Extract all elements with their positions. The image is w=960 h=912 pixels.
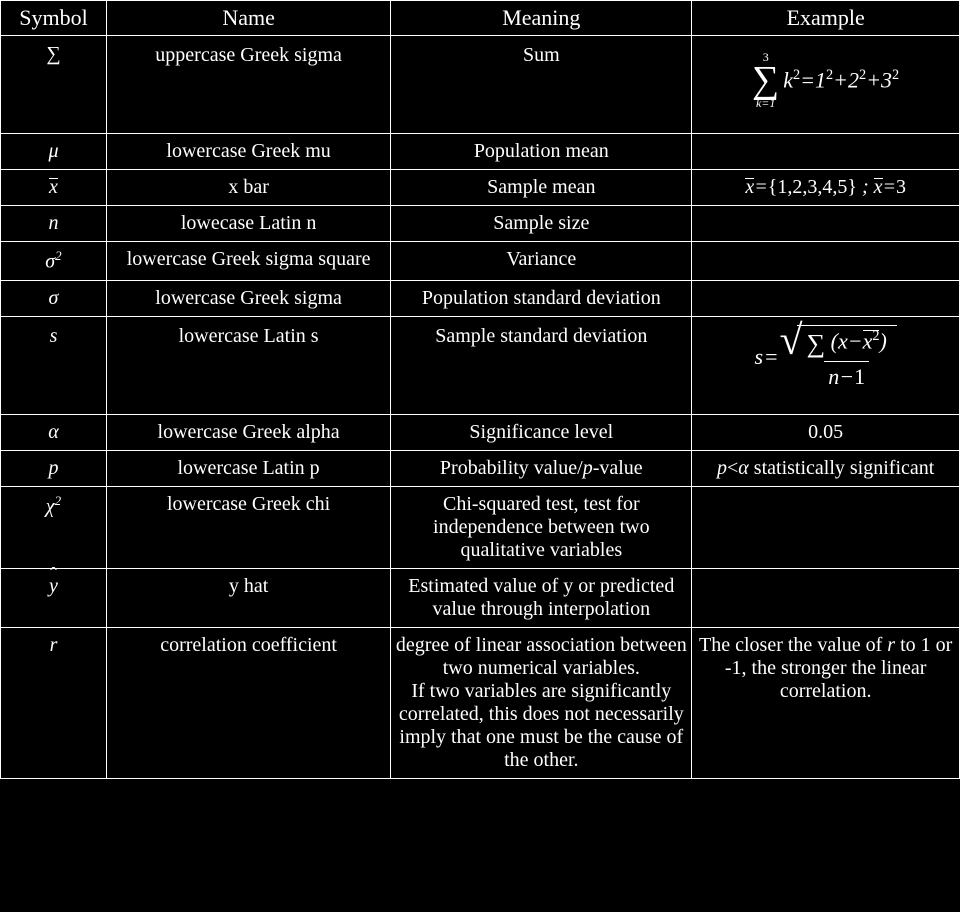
table-row: αlowercase Greek alphaSignificance level… xyxy=(1,415,960,451)
name-cell: lowercase Greek sigma square xyxy=(106,242,390,281)
name-cell: correlation coefficient xyxy=(106,628,390,779)
name-cell: lowercase Latin s xyxy=(106,316,390,415)
table-row: slowercase Latin sSample standard deviat… xyxy=(1,316,960,415)
name-cell: y hat xyxy=(106,569,390,628)
meaning-cell: Sample mean xyxy=(391,170,692,206)
example-cell xyxy=(692,569,960,628)
symbol-cell: s xyxy=(1,316,107,415)
yhat-symbol: y xyxy=(49,575,58,598)
stats-symbols-table: Symbol Name Meaning Example ∑uppercase G… xyxy=(0,0,960,779)
table-row: plowercase Latin pProbability value/p-va… xyxy=(1,451,960,487)
table-row: nlowecase Latin nSample size xyxy=(1,206,960,242)
meaning-cell: degree of linear association between two… xyxy=(391,628,692,779)
r-example: The closer the value of r to 1 or -1, th… xyxy=(699,634,952,702)
meaning-cell: Estimated value of y or predicted value … xyxy=(391,569,692,628)
name-cell: lowercase Latin p xyxy=(106,451,390,487)
col-header-symbol: Symbol xyxy=(1,1,107,36)
col-header-meaning: Meaning xyxy=(391,1,692,36)
name-cell: lowercase Greek mu xyxy=(106,134,390,170)
name-cell: uppercase Greek sigma xyxy=(106,36,390,134)
name-cell: x bar xyxy=(106,170,390,206)
symbol-cell: σ2 xyxy=(1,242,107,281)
example-cell: x={1,2,3,4,5} ; x=3 xyxy=(692,170,960,206)
name-cell: lowercase Greek sigma xyxy=(106,280,390,316)
sum-example: 3∑k=1k2=12+22+32 xyxy=(752,51,899,109)
p-alpha-example: p<α statistically significant xyxy=(717,457,934,479)
example-cell xyxy=(692,487,960,569)
meaning-cell: Population standard deviation xyxy=(391,280,692,316)
table-row: rcorrelation coefficientdegree of linear… xyxy=(1,628,960,779)
table-body: ∑uppercase Greek sigmaSum 3∑k=1k2=12+22+3… xyxy=(1,36,960,779)
xbar-symbol: x xyxy=(49,176,58,199)
name-cell: lowecase Latin n xyxy=(106,206,390,242)
col-header-example: Example xyxy=(692,1,960,36)
example-cell: 0.05 xyxy=(692,415,960,451)
example-cell: s=√∑ (x−x2)n−1 xyxy=(692,316,960,415)
example-cell: p<α statistically significant xyxy=(692,451,960,487)
symbol-cell: μ xyxy=(1,134,107,170)
table-row: σlowercase Greek sigmaPopulation standar… xyxy=(1,280,960,316)
example-cell xyxy=(692,206,960,242)
meaning-cell: Sum xyxy=(391,36,692,134)
example-cell: The closer the value of r to 1 or -1, th… xyxy=(692,628,960,779)
meaning-cell: Chi-squared test, test for independence … xyxy=(391,487,692,569)
meaning-cell: Population mean xyxy=(391,134,692,170)
table-row: μlowercase Greek muPopulation mean xyxy=(1,134,960,170)
meaning-cell: Sample standard deviation xyxy=(391,316,692,415)
symbol-cell: n xyxy=(1,206,107,242)
table-row: χ2lowercase Greek chiChi-squared test, t… xyxy=(1,487,960,569)
s-formula: s=√∑ (x−x2)n−1 xyxy=(755,325,897,391)
symbol-cell: α xyxy=(1,415,107,451)
symbol-cell: χ2 xyxy=(1,487,107,569)
name-cell: lowercase Greek alpha xyxy=(106,415,390,451)
symbol-cell: r xyxy=(1,628,107,779)
symbol-cell: p xyxy=(1,451,107,487)
example-cell xyxy=(692,134,960,170)
symbol-cell: σ xyxy=(1,280,107,316)
xbar-example: x={1,2,3,4,5} ; x=3 xyxy=(745,176,906,198)
name-cell: lowercase Greek chi xyxy=(106,487,390,569)
table-row: y y hatEstimated value of y or predicted … xyxy=(1,569,960,628)
table-row: ∑uppercase Greek sigmaSum 3∑k=1k2=12+22+3… xyxy=(1,36,960,134)
example-cell xyxy=(692,242,960,281)
table-row: σ2lowercase Greek sigma squareVariance xyxy=(1,242,960,281)
symbol-cell: y xyxy=(1,569,107,628)
example-cell: 3∑k=1k2=12+22+32 xyxy=(692,36,960,134)
table-header-row: Symbol Name Meaning Example xyxy=(1,1,960,36)
meaning-cell: Sample size xyxy=(391,206,692,242)
meaning-cell: Variance xyxy=(391,242,692,281)
symbol-cell: ∑ xyxy=(1,36,107,134)
symbol-cell: x xyxy=(1,170,107,206)
meaning-cell: Probability value/p-value xyxy=(391,451,692,487)
meaning-cell: Significance level xyxy=(391,415,692,451)
example-cell xyxy=(692,280,960,316)
col-header-name: Name xyxy=(106,1,390,36)
table-row: x x barSample mean x={1,2,3,4,5} ; x=3 xyxy=(1,170,960,206)
